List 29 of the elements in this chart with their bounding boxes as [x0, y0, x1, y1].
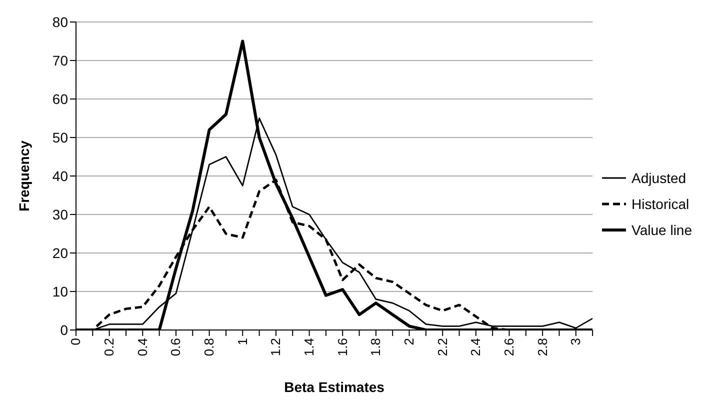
- legend-label: Adjusted: [632, 169, 686, 188]
- y-tick-label: 50: [52, 129, 68, 146]
- x-tick-label: 1.8: [368, 338, 384, 356]
- y-tick-label: 60: [52, 90, 68, 107]
- y-axis-title: Frequency: [16, 140, 32, 212]
- legend-label: Value line: [632, 221, 692, 240]
- x-tick-label: 1.6: [334, 338, 350, 356]
- x-tick-label: 2: [401, 338, 416, 346]
- y-tick-label: 10: [52, 283, 68, 300]
- y-tick-label: 70: [52, 52, 68, 68]
- x-tick-label: 2.2: [434, 338, 450, 356]
- x-tick-label: 1.2: [268, 338, 284, 356]
- x-tick-label: 1: [234, 338, 250, 346]
- x-axis-title: Beta Estimates: [284, 379, 385, 395]
- x-tick-label: 3: [568, 338, 584, 346]
- y-tick-label: 40: [52, 168, 68, 184]
- x-tick-label: 1.4: [302, 338, 317, 356]
- x-tick-label: 0.8: [202, 338, 217, 356]
- legend-label: Historical: [632, 195, 690, 214]
- x-tick-label: 2.4: [468, 338, 484, 356]
- y-tick-label: 30: [52, 206, 68, 222]
- x-tick-label: 0.6: [168, 338, 184, 356]
- x-tick-label: 0.2: [102, 338, 117, 356]
- x-tick-label: 2.6: [501, 338, 516, 356]
- x-tick-label: 2.8: [534, 338, 550, 356]
- x-tick-label: 0: [68, 338, 84, 346]
- y-tick-label: 20: [52, 244, 68, 261]
- y-tick-label: 80: [52, 14, 68, 30]
- x-tick-label: 0.4: [134, 338, 150, 356]
